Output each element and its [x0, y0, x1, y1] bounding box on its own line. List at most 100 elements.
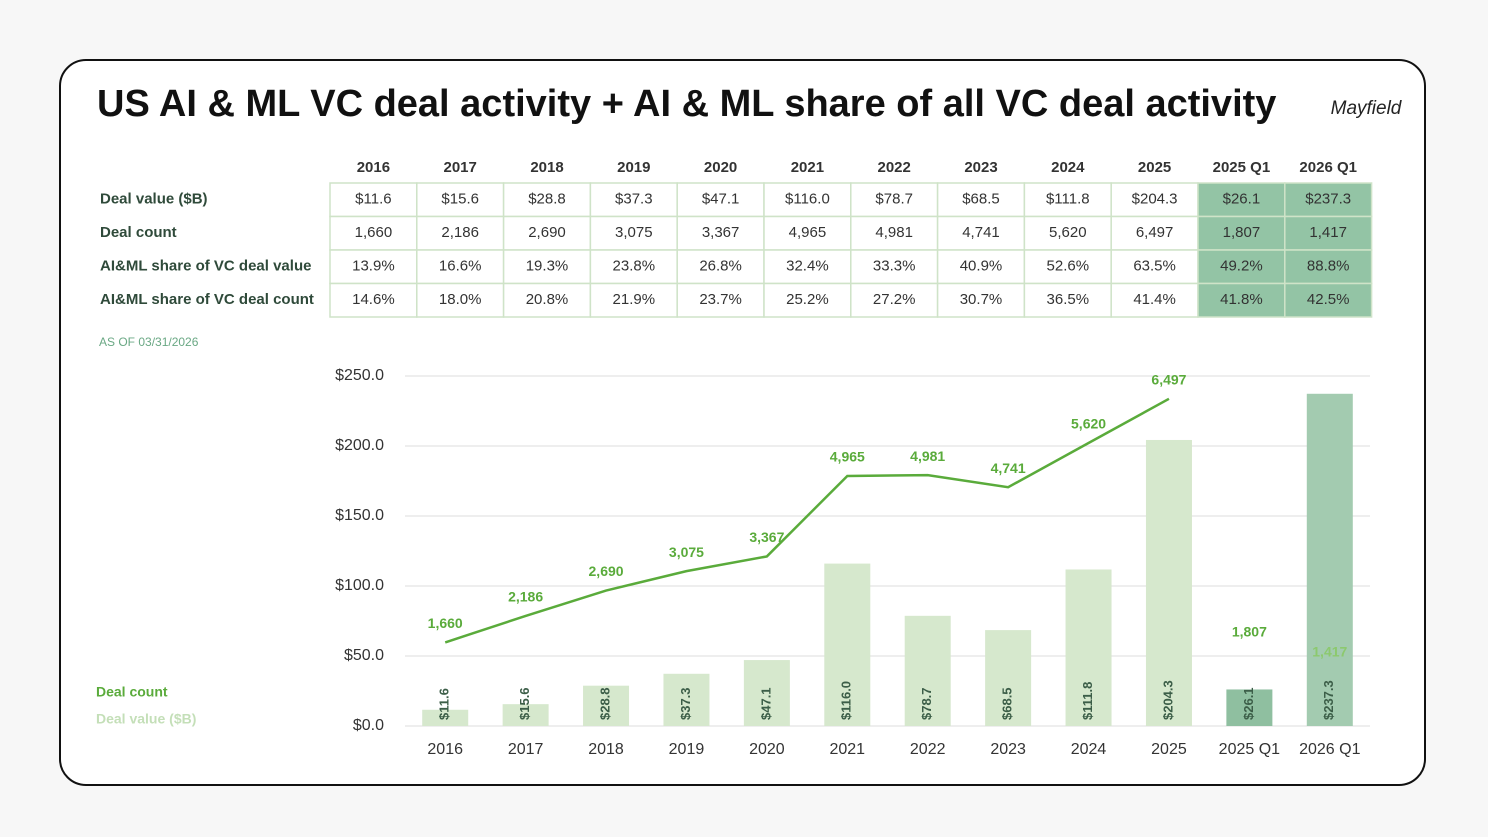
table-cell-text: 1,807 — [1223, 224, 1261, 241]
table-cell-text: $68.5 — [962, 191, 1000, 208]
y-tick-label: $150.0 — [335, 507, 384, 524]
table-cell-text: 41.8% — [1220, 291, 1263, 308]
table-cell-text: 14.6% — [352, 291, 395, 308]
brand-logo: Mayfield — [1331, 98, 1403, 119]
y-tick-label: $100.0 — [335, 577, 384, 594]
line-value-label: 4,981 — [910, 448, 945, 464]
bar-value-label: $237.3 — [1321, 680, 1336, 720]
bar — [583, 685, 630, 726]
table-cell — [1110, 182, 1199, 218]
line-value-label: 4,965 — [830, 449, 865, 465]
bar — [1306, 393, 1353, 726]
table-cell-text: 33.3% — [873, 258, 916, 275]
bar-value-label: $26.1 — [1241, 687, 1256, 720]
bar-value-label: $47.1 — [758, 687, 773, 720]
count-value-label: 1,417 — [1312, 643, 1347, 659]
table-column-header: 2020 — [704, 159, 737, 176]
line — [444, 397, 1170, 644]
table-cell-text: 1,660 — [355, 224, 393, 241]
table-cell — [1284, 282, 1373, 318]
line-value-label: 1,660 — [428, 615, 463, 631]
table-row-label: AI&ML share of VC deal count — [100, 291, 314, 308]
table-cell — [416, 215, 505, 251]
table-cell-text: $237.3 — [1305, 191, 1351, 208]
table-cell — [1284, 182, 1373, 218]
table-column-header: 2025 Q1 — [1213, 159, 1271, 176]
bar — [663, 673, 710, 726]
bar — [502, 704, 549, 726]
note: AS OF 03/31/2026 — [99, 335, 199, 349]
table-row-label: Deal count — [100, 224, 177, 241]
table-cell-text: 6,497 — [1136, 224, 1174, 241]
legend-label: Deal value ($B) — [96, 711, 196, 727]
table-cell-text: 30.7% — [960, 291, 1003, 308]
table-cell — [850, 282, 939, 318]
table-cell-text: 27.2% — [873, 291, 916, 308]
line-value-label: 6,497 — [1151, 372, 1186, 388]
x-tick-label: 2016 — [427, 741, 463, 758]
table-cell — [589, 215, 678, 251]
table-column-header: 2022 — [878, 159, 911, 176]
legend-label: Deal count — [96, 684, 168, 700]
table-cell-text: 3,075 — [615, 224, 653, 241]
table-cell-text: 52.6% — [1047, 258, 1090, 275]
x-tick-label: 2018 — [588, 741, 624, 758]
table-cell-text: 42.5% — [1307, 291, 1350, 308]
table-row-label: AI&ML share of VC deal value — [100, 258, 311, 275]
line-value-label: 5,620 — [1071, 416, 1106, 432]
table-cell-text: 21.9% — [613, 291, 656, 308]
y-tick-label: $200.0 — [335, 437, 384, 454]
x-tick-label: 2025 — [1151, 741, 1187, 758]
table-cell-text: $47.1 — [702, 191, 740, 208]
y-tick-label: $50.0 — [344, 647, 384, 664]
bar — [1226, 689, 1273, 726]
table-column-header: 2025 — [1138, 159, 1171, 176]
table-cell-text: 23.7% — [699, 291, 742, 308]
table-cell — [763, 249, 852, 285]
x-tick-label: 2023 — [990, 741, 1026, 758]
table-cell-text: 25.2% — [786, 291, 829, 308]
table-cell — [1284, 249, 1373, 285]
line-value-label: 4,741 — [991, 460, 1026, 476]
table-cell-text: 1,417 — [1309, 224, 1347, 241]
bar-value-label: $68.5 — [1000, 687, 1015, 720]
table-column-header: 2026 Q1 — [1299, 159, 1357, 176]
table-cell-text: $11.6 — [355, 191, 391, 208]
table-column-header: 2016 — [357, 159, 390, 176]
bar — [422, 709, 469, 726]
table-cell-text: 4,965 — [789, 224, 827, 241]
table-cell-text: 19.3% — [526, 258, 569, 275]
table-cell — [329, 215, 418, 251]
table-cell — [1023, 282, 1112, 318]
table-cell-text: $111.8 — [1046, 191, 1090, 208]
y-tick-label: $0.0 — [353, 717, 384, 734]
chart-title: US AI & ML VC deal activity + AI & ML sh… — [97, 83, 1276, 125]
x-tick-label: 2024 — [1071, 741, 1107, 758]
table-cell — [1284, 215, 1373, 251]
table-cell — [936, 182, 1026, 218]
table-cell-text: 16.6% — [439, 258, 482, 275]
table-cell — [1110, 282, 1199, 318]
table-cell-text: 18.0% — [439, 291, 482, 308]
bar-value-label: $111.8 — [1080, 682, 1095, 720]
table-cell-text: $28.8 — [528, 191, 566, 208]
bar — [904, 615, 951, 726]
x-tick-label: 2026 Q1 — [1299, 741, 1360, 758]
table-column-header: 2017 — [444, 159, 477, 176]
table-cell-text: 41.4% — [1133, 291, 1176, 308]
table-column-header: 2019 — [617, 159, 650, 176]
table-cell-text: 4,741 — [962, 224, 1000, 241]
table-cell-text: $78.7 — [875, 191, 913, 208]
table-cell — [676, 282, 765, 318]
bar — [743, 660, 790, 726]
table-cell — [329, 249, 418, 285]
table-cell-text: 63.5% — [1133, 258, 1176, 275]
table-cell-text: 4,981 — [875, 224, 913, 241]
table-cell-text: $116.0 — [785, 191, 830, 208]
bar-value-label: $78.7 — [919, 687, 934, 720]
table-cell — [329, 182, 418, 218]
table-column-header: 2024 — [1051, 159, 1085, 176]
table-cell — [1197, 215, 1286, 251]
